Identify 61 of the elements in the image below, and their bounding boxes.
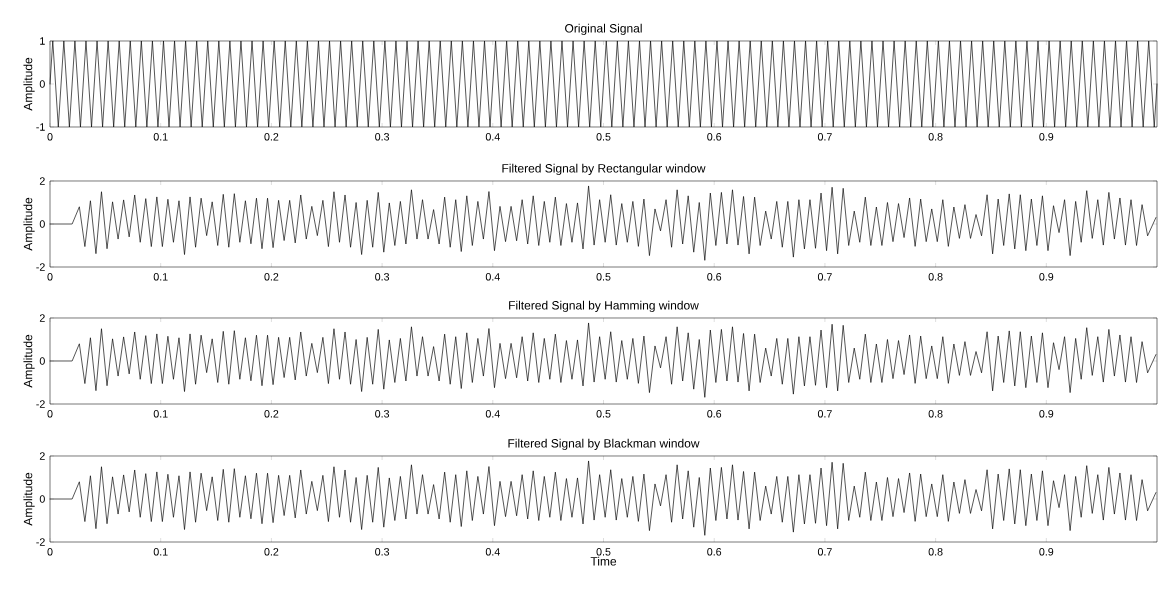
chart-title: Filtered Signal by Hamming window xyxy=(509,300,699,312)
y-tick-label: 0 xyxy=(39,220,45,228)
y-axis-title: Amplitude xyxy=(23,57,35,111)
y-axis-title: Amplitude xyxy=(23,472,35,526)
x-axis-title: Time xyxy=(590,556,617,566)
x-tick-label: 0.4 xyxy=(485,273,500,281)
x-tick-label: 0 xyxy=(47,548,53,556)
x-tick-label: 0.2 xyxy=(264,133,279,141)
y-tick-label: 0 xyxy=(39,80,45,88)
y-tick-label: 0 xyxy=(39,357,45,365)
x-tick-label: 0.8 xyxy=(928,133,943,141)
x-tick-label: 0.3 xyxy=(375,133,390,141)
x-tick-label: 0.1 xyxy=(153,273,168,281)
x-tick-label: 0.7 xyxy=(817,273,832,281)
x-tick-label: 0.5 xyxy=(596,273,611,281)
x-tick-label: 0.9 xyxy=(1039,273,1054,281)
y-tick-label: 2 xyxy=(39,452,45,460)
x-tick-label: 0.8 xyxy=(928,548,943,556)
x-tick-label: 0.4 xyxy=(485,410,500,418)
x-tick-label: 0.6 xyxy=(707,410,722,418)
x-tick-label: 0.3 xyxy=(375,273,390,281)
x-tick-label: 0 xyxy=(47,133,53,141)
x-tick-label: 0.4 xyxy=(485,548,500,556)
x-tick-label: 0.8 xyxy=(928,410,943,418)
x-tick-label: 0.5 xyxy=(596,410,611,418)
y-tick-label: -2 xyxy=(36,400,45,408)
x-tick-label: 0 xyxy=(47,273,53,281)
x-tick-label: 0.2 xyxy=(264,548,279,556)
y-tick-label: 2 xyxy=(39,314,45,322)
y-tick-label: -1 xyxy=(36,123,45,131)
x-tick-label: 0.9 xyxy=(1039,548,1054,556)
x-tick-label: 0.4 xyxy=(485,133,500,141)
y-tick-label: -2 xyxy=(36,263,45,271)
y-tick-label: 1 xyxy=(40,37,45,45)
y-tick-label: 2 xyxy=(39,177,45,185)
x-tick-label: 0.9 xyxy=(1039,410,1054,418)
x-tick-label: 0.7 xyxy=(817,133,832,141)
x-tick-label: 0.6 xyxy=(707,548,722,556)
x-tick-label: 0.6 xyxy=(707,273,722,281)
x-tick-label: 0.2 xyxy=(264,273,279,281)
y-tick-label: 0 xyxy=(39,495,45,503)
x-tick-label: 0 xyxy=(47,410,53,418)
x-tick-label: 0.3 xyxy=(375,410,390,418)
x-tick-label: 0.5 xyxy=(596,548,611,556)
x-tick-label: 0.1 xyxy=(153,133,168,141)
chart-title: Filtered Signal by Rectangular window xyxy=(502,163,706,175)
chart-title: Filtered Signal by Blackman window xyxy=(508,438,700,450)
x-tick-label: 0.9 xyxy=(1039,133,1054,141)
x-tick-label: 0.6 xyxy=(707,133,722,141)
x-tick-label: 0.7 xyxy=(817,548,832,556)
y-tick-label: -2 xyxy=(36,538,45,546)
x-tick-label: 0.5 xyxy=(596,133,611,141)
x-tick-label: 0.1 xyxy=(153,410,168,418)
y-axis-title: Amplitude xyxy=(23,334,35,388)
x-tick-label: 0.3 xyxy=(375,548,390,556)
chart-title: Original Signal xyxy=(565,23,642,35)
y-axis-title: Amplitude xyxy=(23,197,35,251)
x-tick-label: 0.8 xyxy=(928,273,943,281)
x-tick-label: 0.2 xyxy=(264,410,279,418)
x-tick-label: 0.7 xyxy=(817,410,832,418)
x-tick-label: 0.1 xyxy=(153,548,168,556)
